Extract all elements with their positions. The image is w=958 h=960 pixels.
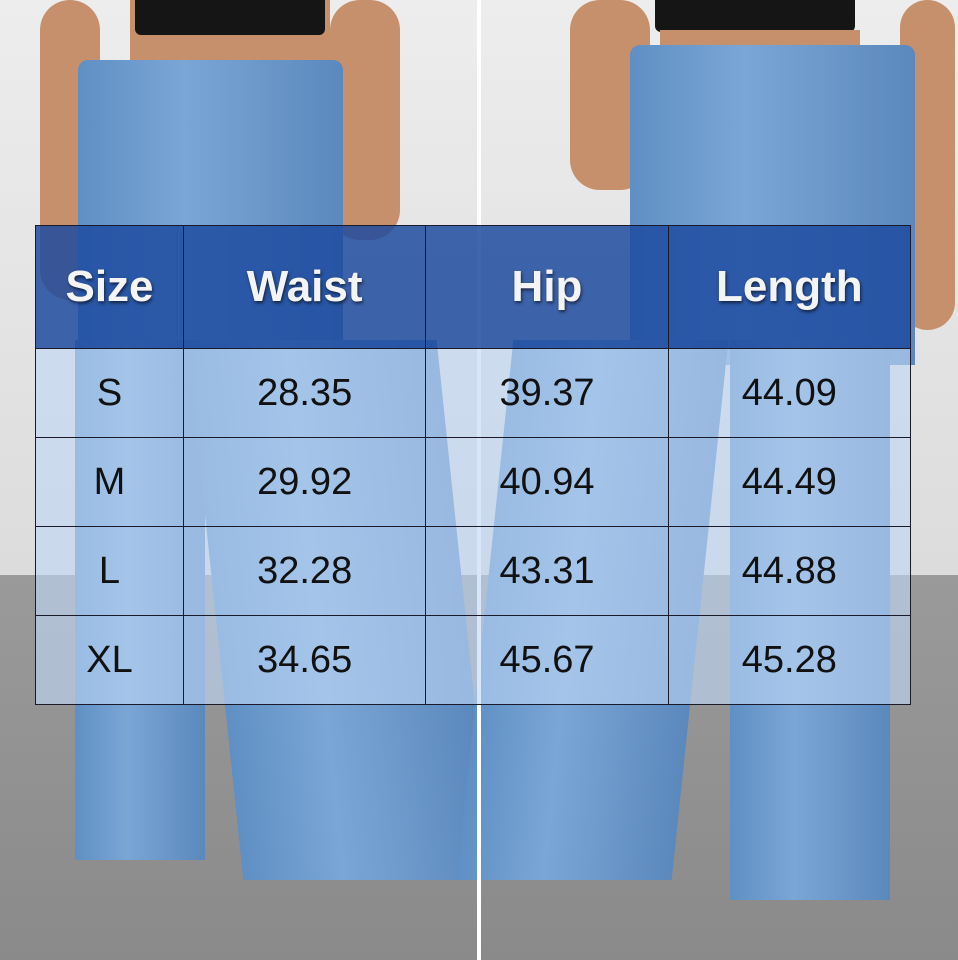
waist-cell: 28.35 <box>182 348 427 438</box>
header-hip: Hip <box>425 225 669 349</box>
size-cell: S <box>35 348 184 438</box>
length-cell: 44.09 <box>667 348 912 438</box>
header-size: Size <box>35 225 184 349</box>
length-cell: 44.88 <box>667 526 912 616</box>
hip-cell: 43.31 <box>425 526 669 616</box>
header-length: Length <box>667 225 912 349</box>
table-row: M 29.92 40.94 44.49 <box>35 437 912 527</box>
size-cell: L <box>35 526 184 616</box>
length-cell: 45.28 <box>667 615 912 705</box>
hip-cell: 39.37 <box>425 348 669 438</box>
size-chart-table: Size Waist Hip Length S 28.35 39.37 44.09 M 2… <box>35 225 912 705</box>
table-row: XL 34.65 45.67 45.28 <box>35 615 912 705</box>
waist-cell: 29.92 <box>182 437 427 527</box>
table-row: L 32.28 43.31 44.88 <box>35 526 912 616</box>
waist-cell: 34.65 <box>182 615 427 705</box>
table-row: S 28.35 39.37 44.09 <box>35 348 912 438</box>
table-header-row: Size Waist Hip Length <box>35 225 912 349</box>
size-cell: M <box>35 437 184 527</box>
size-cell: XL <box>35 615 184 705</box>
waist-cell: 32.28 <box>182 526 427 616</box>
hip-cell: 40.94 <box>425 437 669 527</box>
hip-cell: 45.67 <box>425 615 669 705</box>
length-cell: 44.49 <box>667 437 912 527</box>
header-waist: Waist <box>182 225 427 349</box>
